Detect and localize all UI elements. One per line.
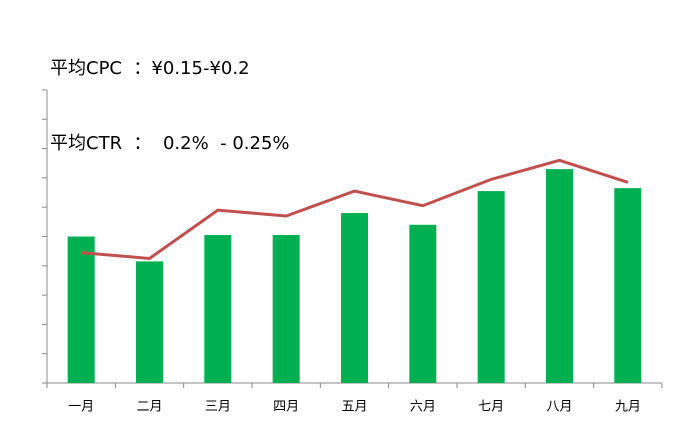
bar bbox=[614, 188, 642, 383]
x-tick-label: 一月 bbox=[68, 400, 94, 415]
bar bbox=[204, 235, 232, 383]
bar bbox=[341, 213, 368, 383]
x-tick-label: 六月 bbox=[410, 400, 436, 415]
bar bbox=[477, 191, 505, 383]
x-tick-label: 四月 bbox=[273, 400, 299, 415]
x-tick-label: 三月 bbox=[205, 400, 231, 415]
x-tick-label: 九月 bbox=[615, 400, 641, 415]
x-tick-label: 二月 bbox=[136, 400, 162, 415]
header: 平均CPC ：¥0.15-¥0.2 平均CTR ： 0.2% - 0.25% bbox=[50, 6, 290, 181]
bar bbox=[136, 261, 163, 383]
header-line: 平均CTR ： 0.2% - 0.25% bbox=[50, 133, 290, 154]
bar bbox=[67, 236, 95, 383]
bar bbox=[546, 169, 573, 383]
bar bbox=[272, 235, 300, 383]
x-tick-label: 七月 bbox=[478, 400, 504, 415]
header-line: 平均CPC ：¥0.15-¥0.2 bbox=[50, 58, 250, 79]
x-tick-label: 八月 bbox=[546, 400, 572, 415]
x-tick-label: 五月 bbox=[341, 400, 367, 415]
bar bbox=[409, 224, 437, 383]
line bbox=[81, 158, 629, 261]
